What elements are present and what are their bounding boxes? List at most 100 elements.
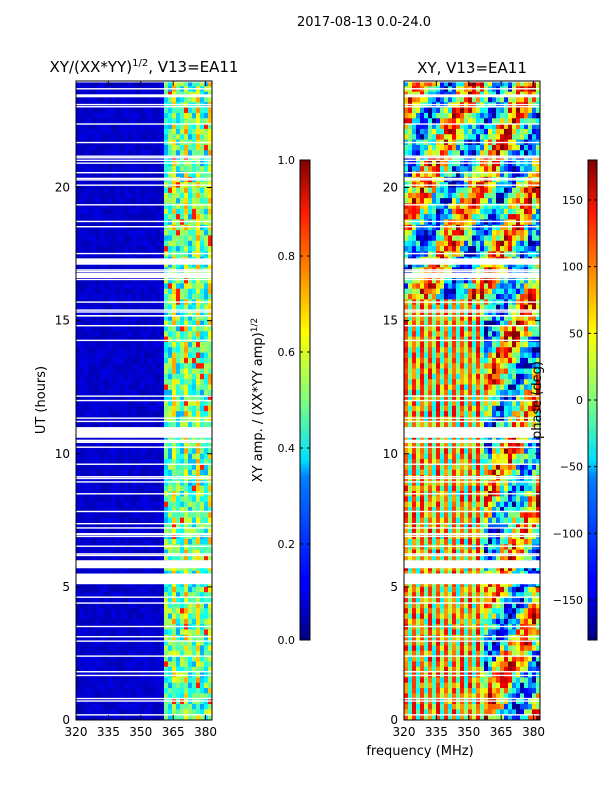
amp-cell bbox=[164, 235, 169, 242]
phase-cell bbox=[420, 634, 425, 641]
amp-cell bbox=[156, 81, 161, 87]
phase-cell bbox=[420, 278, 425, 284]
amp-cell bbox=[76, 709, 81, 716]
amp-cell bbox=[100, 549, 105, 556]
amp-cell bbox=[100, 373, 105, 380]
amp-cell bbox=[180, 379, 185, 385]
amp-cell bbox=[152, 464, 157, 471]
amp-cell bbox=[152, 357, 157, 364]
amp-cell bbox=[196, 224, 201, 231]
amp-cell bbox=[132, 709, 137, 716]
amp-data-gap bbox=[76, 94, 212, 96]
amp-cell bbox=[84, 112, 89, 119]
amp-cell bbox=[76, 565, 81, 572]
amp-cell bbox=[88, 336, 93, 343]
amp-cell bbox=[172, 112, 177, 119]
phase-cell bbox=[416, 464, 421, 471]
amp-cell bbox=[164, 459, 169, 465]
amp-cell bbox=[152, 501, 157, 508]
amp-cell bbox=[160, 187, 165, 194]
amp-cell bbox=[112, 171, 117, 178]
phase-cell bbox=[420, 123, 425, 130]
amp-cell bbox=[208, 501, 213, 508]
phase-cell bbox=[408, 320, 413, 327]
amp-cell bbox=[136, 134, 141, 140]
phase-cell bbox=[412, 416, 417, 423]
amp-cell bbox=[108, 134, 113, 140]
amp-cell bbox=[144, 128, 149, 135]
amp-cell bbox=[152, 278, 157, 284]
amp-cell bbox=[176, 613, 181, 620]
amp-cell bbox=[208, 320, 213, 327]
amp-cell bbox=[132, 373, 137, 380]
phase-cell bbox=[412, 198, 417, 204]
amp-cell bbox=[124, 416, 129, 423]
amp-cell bbox=[92, 208, 97, 215]
amp-cell bbox=[116, 352, 121, 359]
amp-cell bbox=[84, 480, 89, 487]
amp-cell bbox=[116, 384, 121, 391]
amp-cell bbox=[120, 224, 125, 231]
amp-cell bbox=[200, 656, 205, 662]
amp-cell bbox=[196, 512, 201, 519]
amp-cell bbox=[136, 592, 141, 598]
amp-cell bbox=[132, 235, 137, 242]
phase-cell bbox=[416, 230, 421, 236]
amp-cell bbox=[180, 650, 185, 657]
amp-cell bbox=[172, 214, 177, 220]
amp-cell bbox=[160, 544, 165, 551]
amp-cell bbox=[120, 198, 125, 204]
amp-cell bbox=[164, 134, 169, 140]
amp-data-gap bbox=[76, 95, 212, 98]
amp-cell bbox=[84, 198, 89, 204]
amp-cell bbox=[120, 379, 125, 385]
phase-cell bbox=[416, 656, 421, 662]
amp-cell bbox=[80, 384, 85, 391]
amp-cell bbox=[112, 549, 117, 556]
amp-cell bbox=[160, 714, 165, 721]
amp-cell bbox=[132, 704, 137, 710]
amp-cell bbox=[204, 629, 209, 636]
amp-cell bbox=[84, 336, 89, 343]
amp-cell bbox=[108, 240, 113, 247]
amp-cell bbox=[76, 171, 81, 178]
amp-cell bbox=[168, 544, 173, 551]
amp-cell bbox=[100, 485, 105, 492]
amp-cell bbox=[120, 107, 125, 114]
amp-cell bbox=[88, 144, 93, 151]
amp-cell bbox=[164, 677, 169, 684]
amp-cell bbox=[176, 400, 181, 407]
amp-cell bbox=[136, 650, 141, 657]
amp-cell bbox=[180, 230, 185, 236]
amp-cell bbox=[200, 208, 205, 215]
amp-cell bbox=[116, 81, 121, 87]
amp-cell bbox=[200, 341, 205, 348]
phase-cell bbox=[412, 608, 417, 614]
amp-cell bbox=[144, 464, 149, 471]
amp-cell bbox=[180, 288, 185, 295]
amp-cell bbox=[208, 618, 213, 625]
amp-cell bbox=[168, 251, 173, 258]
amp-cell bbox=[160, 592, 165, 598]
amp-cell bbox=[184, 634, 189, 641]
amp-cell bbox=[104, 459, 109, 465]
amp-cell bbox=[88, 597, 93, 604]
amp-cell bbox=[208, 395, 213, 401]
amp-cell bbox=[184, 661, 189, 668]
amp-cell bbox=[76, 453, 81, 460]
amp-cell bbox=[84, 304, 89, 311]
amp-cell bbox=[184, 517, 189, 524]
amp-cell bbox=[128, 347, 133, 353]
phase-cell bbox=[420, 661, 425, 668]
amp-cell bbox=[128, 320, 133, 327]
amp-cell bbox=[124, 544, 129, 551]
amp-cell bbox=[148, 235, 153, 242]
amp-cell bbox=[152, 283, 157, 290]
amp-cell bbox=[120, 453, 125, 460]
amp-cell bbox=[112, 634, 117, 641]
phase-cell bbox=[424, 549, 429, 556]
amp-cell bbox=[164, 112, 169, 119]
amp-cell bbox=[104, 123, 109, 130]
amp-cell bbox=[84, 443, 89, 449]
amp-cell bbox=[180, 480, 185, 487]
